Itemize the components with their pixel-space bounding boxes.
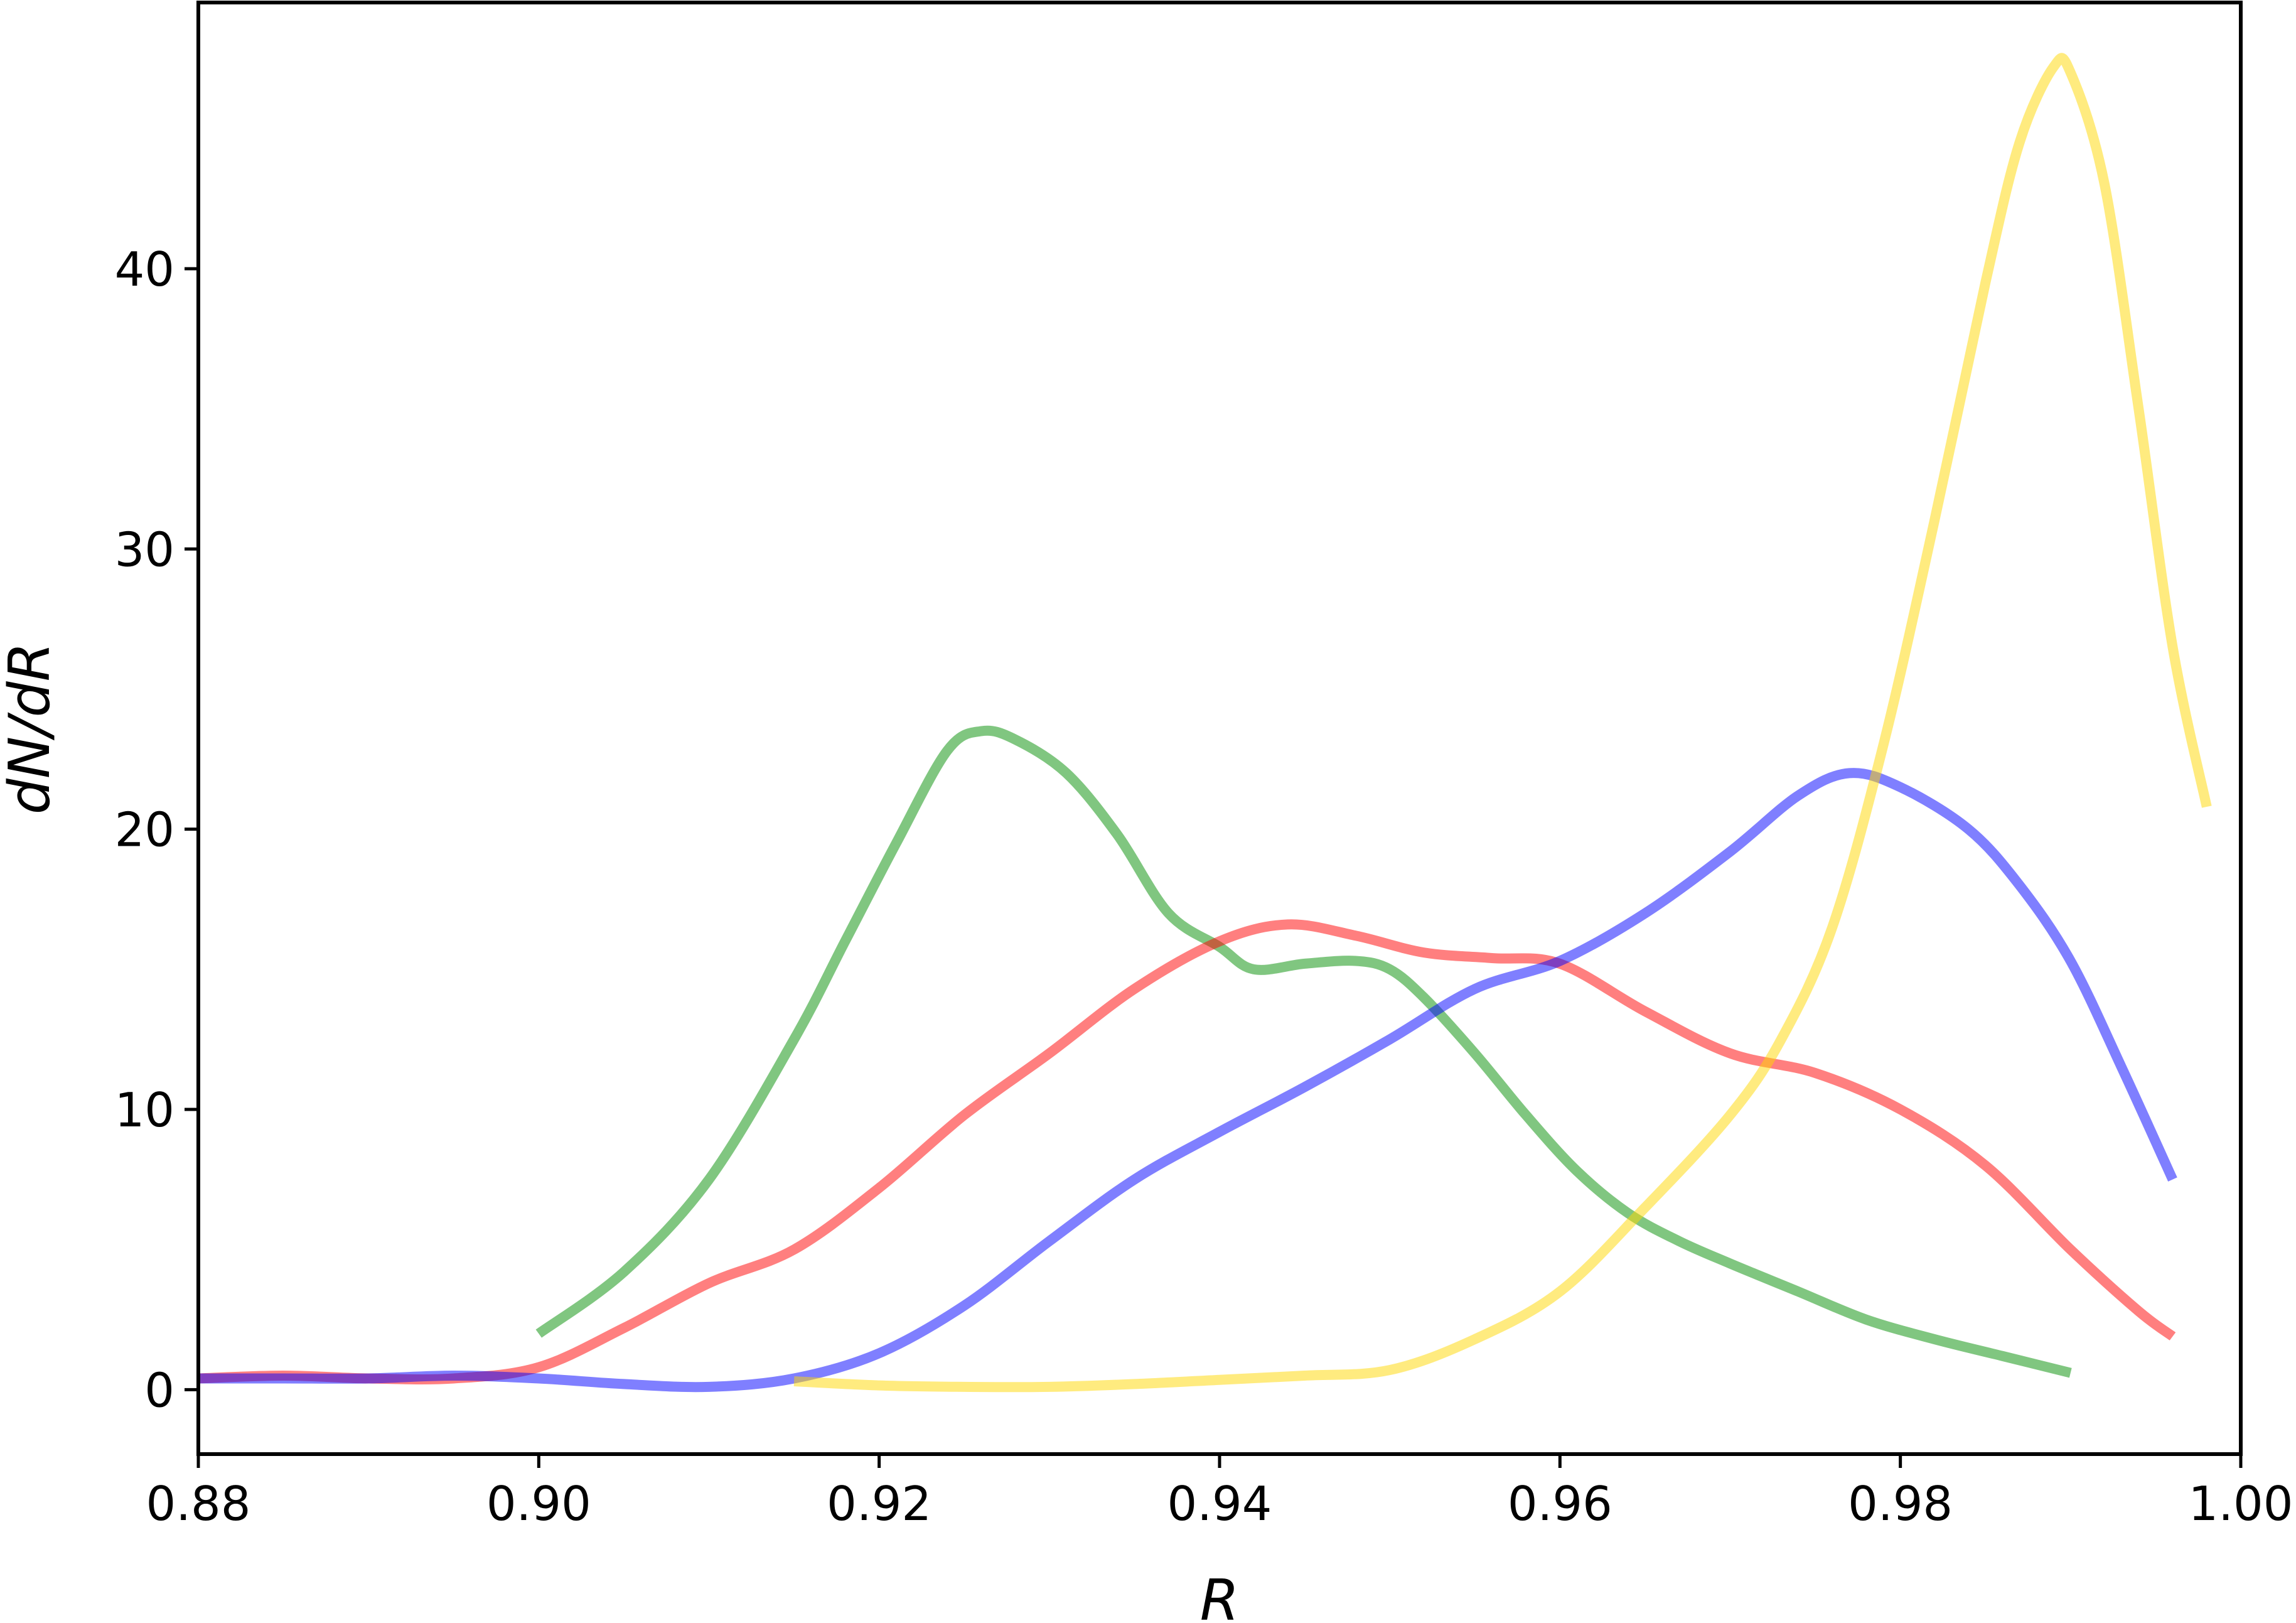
y-tick-label: 40 [115, 242, 174, 297]
x-tick-label: 0.90 [486, 1476, 591, 1531]
series-line-3 [198, 768, 2177, 1393]
x-tick-label: 0.92 [827, 1476, 931, 1531]
series-layer [198, 53, 2212, 1393]
plot-frame [196, 1, 2243, 1456]
x-tick-label: 0.94 [1167, 1476, 1272, 1531]
x-tick-label: 0.96 [1508, 1476, 1612, 1531]
x-axis-ticks: 0.88 0.90 0.92 0.94 0.96 0.98 1.00 [146, 1454, 2293, 1531]
series-line-2 [198, 919, 2176, 1384]
y-axis-label: dN/dR [0, 642, 63, 814]
y-tick-label: 20 [115, 802, 174, 858]
y-tick-label: 30 [115, 522, 174, 577]
series-line-1 [535, 725, 2072, 1378]
y-tick-label: 0 [144, 1362, 174, 1418]
x-axis-label: R [1200, 1568, 1240, 1623]
series-line-4 [793, 53, 2212, 1393]
y-tick-label: 10 [115, 1082, 174, 1138]
y-axis-ticks: 0 10 20 30 40 [115, 242, 198, 1418]
x-tick-label: 0.98 [1848, 1476, 1953, 1531]
x-tick-label: 0.88 [146, 1476, 251, 1531]
x-tick-label: 1.00 [2189, 1476, 2293, 1531]
